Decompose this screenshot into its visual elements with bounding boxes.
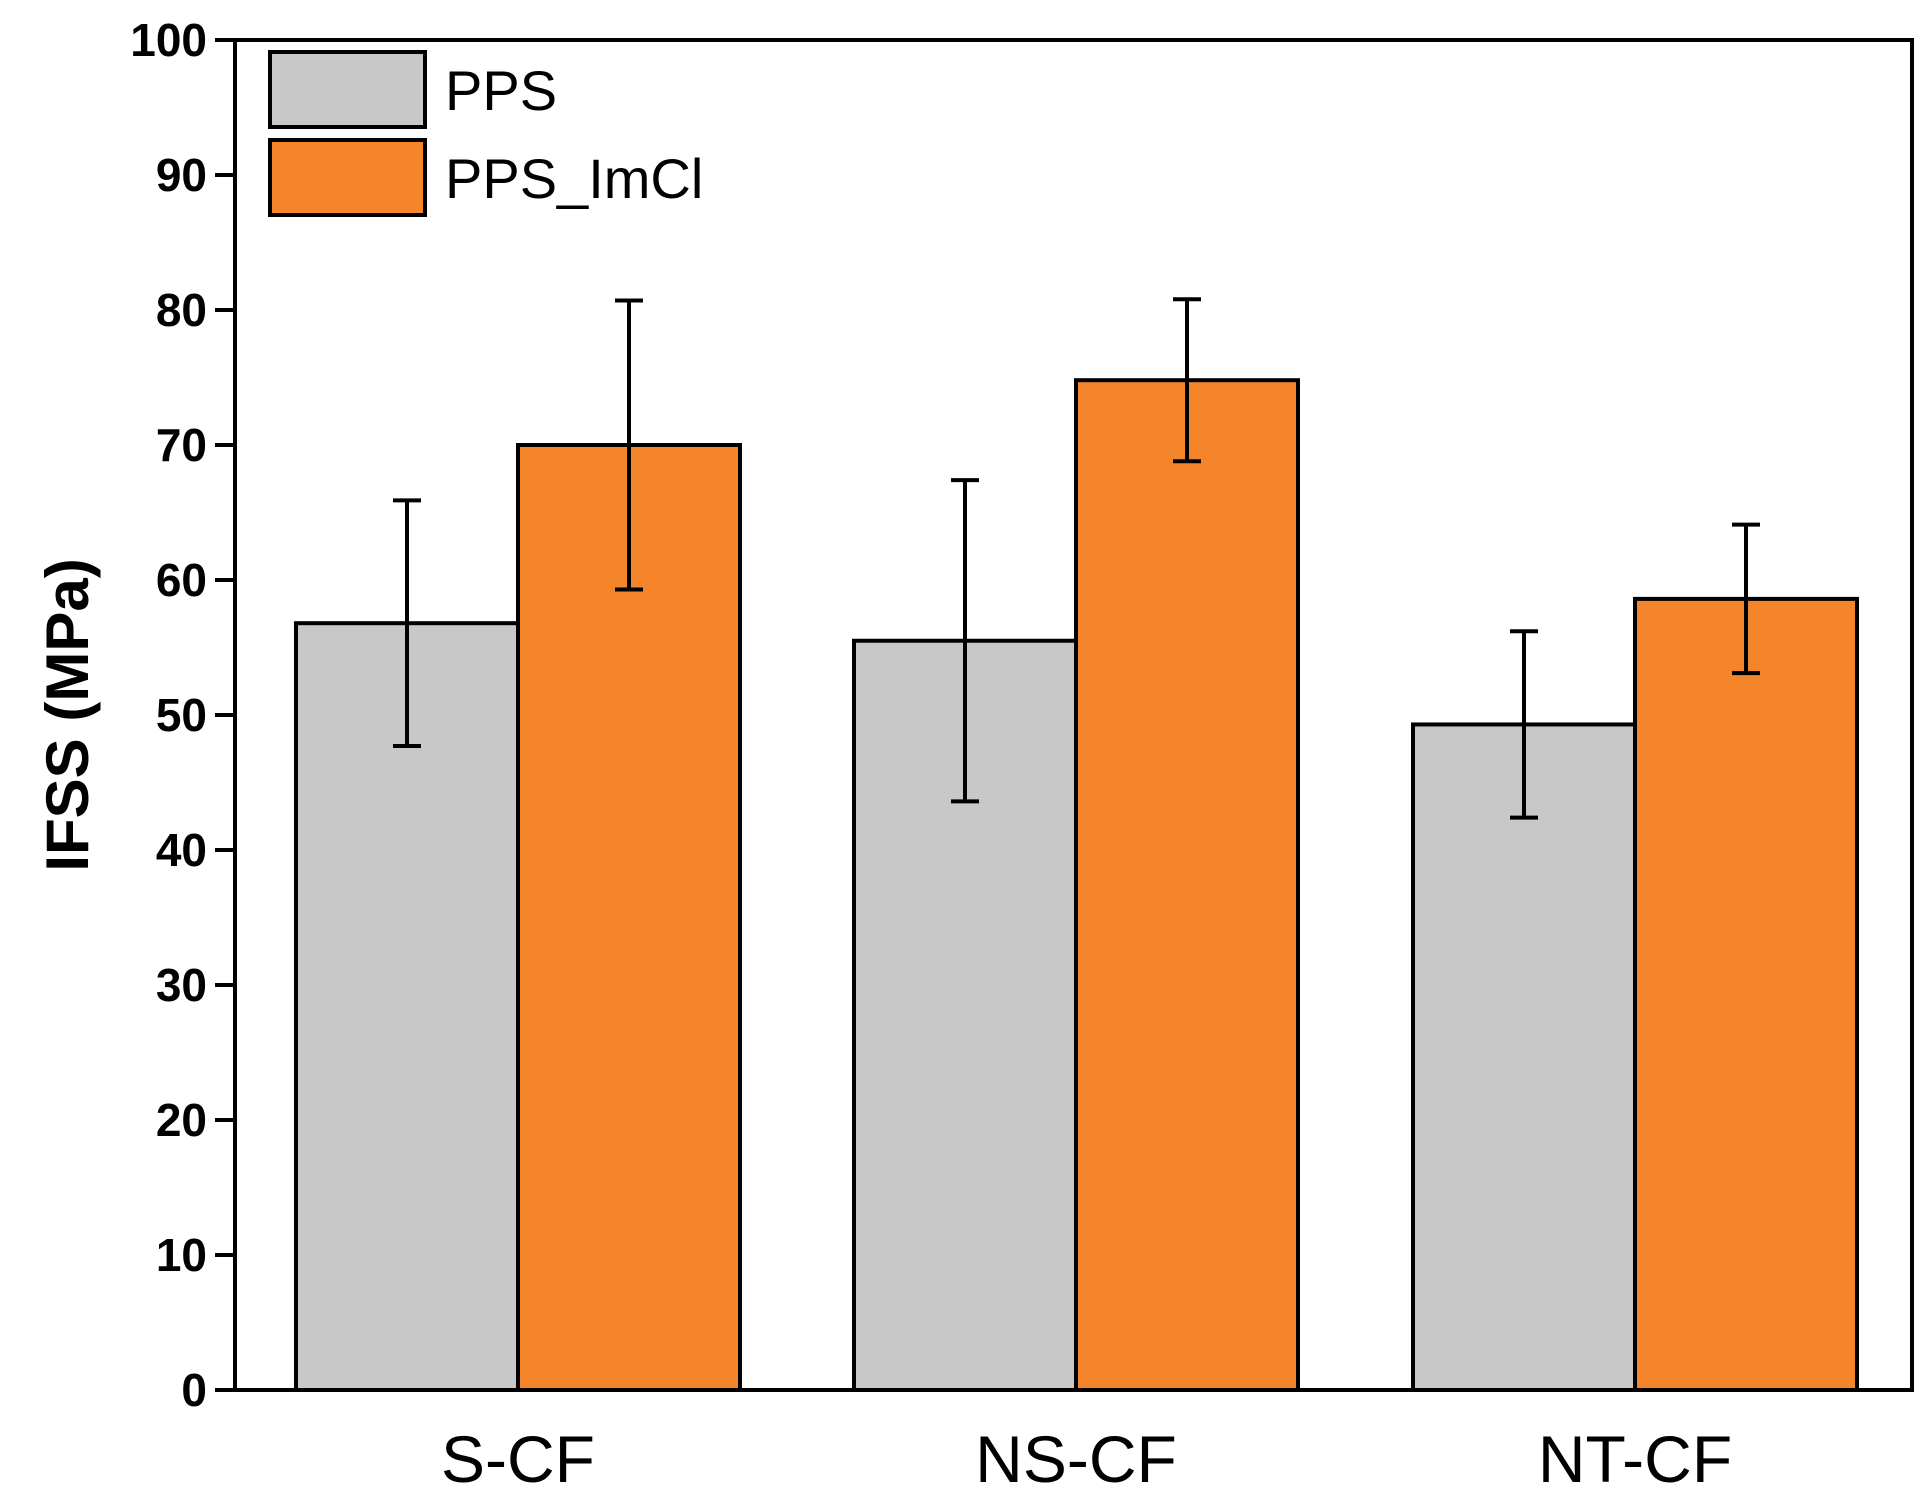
- legend: PPS PPS_ImCl: [268, 50, 703, 217]
- legend-swatch-pps: [268, 50, 427, 129]
- x-tick-label: S-CF: [441, 1422, 595, 1496]
- legend-swatch-pps-imcl: [268, 138, 427, 217]
- x-axis-ticks: S-CF NS-CF NT-CF: [441, 1422, 1732, 1496]
- y-axis-label: IFSS (MPa): [34, 558, 101, 871]
- y-tick-label: 0: [181, 1364, 207, 1416]
- y-tick-label: 90: [156, 149, 207, 201]
- bar-pps-s-cf: [294, 621, 520, 1392]
- y-tick-label: 50: [156, 689, 207, 741]
- bars-layer: [294, 378, 1859, 1392]
- error-bars-layer: [393, 297, 1760, 820]
- y-tick-label: 70: [156, 419, 207, 471]
- y-tick-label: 20: [156, 1094, 207, 1146]
- y-tick-label: 10: [156, 1229, 207, 1281]
- bar-pps-imcl-ns-cf: [1074, 378, 1300, 1392]
- y-tick-label: 40: [156, 824, 207, 876]
- x-tick-label: NS-CF: [975, 1422, 1177, 1496]
- y-tick-label: 60: [156, 554, 207, 606]
- y-tick-label: 80: [156, 284, 207, 336]
- y-tick-label: 30: [156, 959, 207, 1011]
- y-tick-label: 100: [130, 14, 207, 66]
- x-tick-label: NT-CF: [1538, 1422, 1732, 1496]
- legend-label-pps-imcl: PPS_ImCl: [445, 147, 703, 210]
- y-axis-ticks: 0 10 20 30 40 50 60 70 80 90 100: [130, 14, 235, 1416]
- bar-pps-imcl-nt-cf: [1633, 596, 1859, 1392]
- bar-pps-nt-cf: [1411, 722, 1637, 1392]
- legend-label-pps: PPS: [445, 59, 557, 122]
